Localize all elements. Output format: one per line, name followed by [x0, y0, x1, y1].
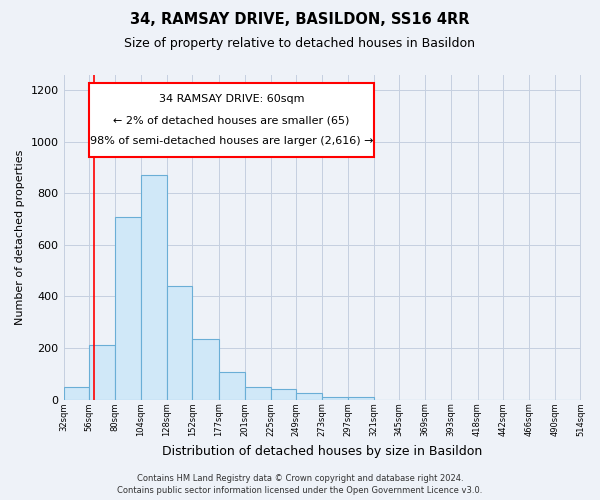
Bar: [89, 346, 115, 400]
Text: Contains public sector information licensed under the Open Government Licence v3: Contains public sector information licen…: [118, 486, 482, 495]
X-axis label: Distribution of detached houses by size in Basildon: Distribution of detached houses by size …: [162, 444, 482, 458]
Bar: [245, 386, 271, 400]
Text: 34, RAMSAY DRIVE, BASILDON, SS16 4RR: 34, RAMSAY DRIVE, BASILDON, SS16 4RR: [130, 12, 470, 28]
Text: 34 RAMSAY DRIVE: 60sqm: 34 RAMSAY DRIVE: 60sqm: [158, 94, 304, 104]
Text: Size of property relative to detached houses in Basildon: Size of property relative to detached ho…: [125, 38, 476, 51]
Y-axis label: Number of detached properties: Number of detached properties: [15, 150, 25, 325]
Bar: [296, 393, 322, 400]
Bar: [271, 389, 296, 400]
Bar: [115, 216, 141, 400]
Bar: [167, 286, 192, 400]
Text: ← 2% of detached houses are smaller (65): ← 2% of detached houses are smaller (65): [113, 115, 350, 125]
Bar: [322, 397, 348, 400]
Bar: [219, 372, 245, 400]
Bar: [192, 339, 219, 400]
Bar: [89, 82, 374, 158]
Bar: [348, 397, 374, 400]
Text: 98% of semi-detached houses are larger (2,616) →: 98% of semi-detached houses are larger (…: [89, 136, 373, 146]
Text: Contains HM Land Registry data © Crown copyright and database right 2024.: Contains HM Land Registry data © Crown c…: [137, 474, 463, 483]
Bar: [64, 386, 89, 400]
Bar: [141, 176, 167, 400]
